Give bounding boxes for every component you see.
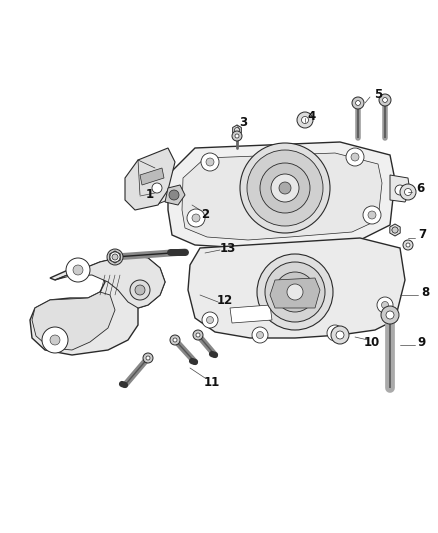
- Circle shape: [392, 227, 398, 233]
- Text: 10: 10: [364, 336, 380, 350]
- Circle shape: [271, 174, 299, 202]
- Text: 4: 4: [308, 109, 316, 123]
- Circle shape: [201, 153, 219, 171]
- Polygon shape: [233, 125, 241, 135]
- Circle shape: [196, 333, 200, 337]
- Circle shape: [351, 153, 359, 161]
- Circle shape: [327, 325, 343, 341]
- Circle shape: [112, 254, 118, 260]
- Circle shape: [379, 94, 391, 106]
- Circle shape: [107, 249, 123, 265]
- Circle shape: [252, 327, 268, 343]
- Circle shape: [169, 190, 179, 200]
- Text: 3: 3: [239, 116, 247, 128]
- Circle shape: [193, 330, 203, 340]
- Circle shape: [346, 148, 364, 166]
- Polygon shape: [188, 238, 405, 338]
- Circle shape: [206, 317, 213, 324]
- Circle shape: [143, 353, 153, 363]
- Polygon shape: [390, 175, 410, 202]
- Circle shape: [265, 262, 325, 322]
- Polygon shape: [125, 148, 175, 210]
- Circle shape: [356, 101, 360, 106]
- Circle shape: [202, 312, 218, 328]
- Polygon shape: [55, 255, 165, 308]
- Circle shape: [363, 206, 381, 224]
- Polygon shape: [230, 305, 272, 323]
- Text: 13: 13: [220, 241, 236, 254]
- Circle shape: [260, 163, 310, 213]
- Circle shape: [170, 335, 180, 345]
- Circle shape: [152, 183, 162, 193]
- Circle shape: [257, 332, 264, 338]
- Text: 9: 9: [418, 335, 426, 349]
- Circle shape: [247, 150, 323, 226]
- Circle shape: [368, 211, 376, 219]
- Circle shape: [381, 302, 389, 309]
- Polygon shape: [334, 328, 346, 342]
- Circle shape: [297, 112, 313, 128]
- Text: 1: 1: [146, 189, 154, 201]
- Circle shape: [135, 285, 145, 295]
- Circle shape: [395, 185, 405, 195]
- Circle shape: [257, 254, 333, 330]
- Circle shape: [232, 131, 242, 141]
- Text: 5: 5: [374, 88, 382, 101]
- Polygon shape: [390, 224, 400, 236]
- Text: 7: 7: [418, 229, 426, 241]
- Text: 11: 11: [204, 376, 220, 389]
- Circle shape: [187, 209, 205, 227]
- Circle shape: [336, 331, 344, 339]
- Polygon shape: [110, 251, 120, 263]
- Circle shape: [377, 297, 393, 313]
- Circle shape: [50, 335, 60, 345]
- Circle shape: [235, 134, 239, 138]
- Circle shape: [383, 98, 387, 102]
- Circle shape: [301, 117, 308, 124]
- Circle shape: [173, 338, 177, 342]
- Circle shape: [381, 306, 399, 324]
- Polygon shape: [148, 172, 168, 205]
- Circle shape: [400, 184, 416, 200]
- Circle shape: [234, 127, 240, 133]
- Circle shape: [392, 227, 398, 233]
- Circle shape: [336, 332, 343, 338]
- Circle shape: [146, 356, 150, 360]
- Circle shape: [406, 243, 410, 247]
- Polygon shape: [32, 292, 115, 350]
- Text: 12: 12: [217, 294, 233, 306]
- Circle shape: [386, 311, 394, 319]
- Polygon shape: [165, 185, 185, 205]
- Circle shape: [73, 265, 83, 275]
- Circle shape: [275, 272, 315, 312]
- Circle shape: [110, 252, 120, 262]
- Circle shape: [66, 258, 90, 282]
- Circle shape: [42, 327, 68, 353]
- Polygon shape: [168, 142, 395, 248]
- Polygon shape: [270, 278, 320, 308]
- Circle shape: [192, 214, 200, 222]
- Text: 2: 2: [201, 207, 209, 221]
- Circle shape: [206, 158, 214, 166]
- Polygon shape: [30, 255, 165, 355]
- Circle shape: [130, 280, 150, 300]
- Circle shape: [279, 182, 291, 194]
- Circle shape: [331, 326, 349, 344]
- Circle shape: [332, 329, 339, 336]
- Circle shape: [287, 284, 303, 300]
- Text: 8: 8: [421, 286, 429, 298]
- Polygon shape: [182, 153, 382, 240]
- Text: 6: 6: [416, 182, 424, 195]
- Circle shape: [352, 97, 364, 109]
- Circle shape: [405, 189, 411, 196]
- Polygon shape: [140, 168, 164, 185]
- Circle shape: [240, 143, 330, 233]
- Circle shape: [403, 240, 413, 250]
